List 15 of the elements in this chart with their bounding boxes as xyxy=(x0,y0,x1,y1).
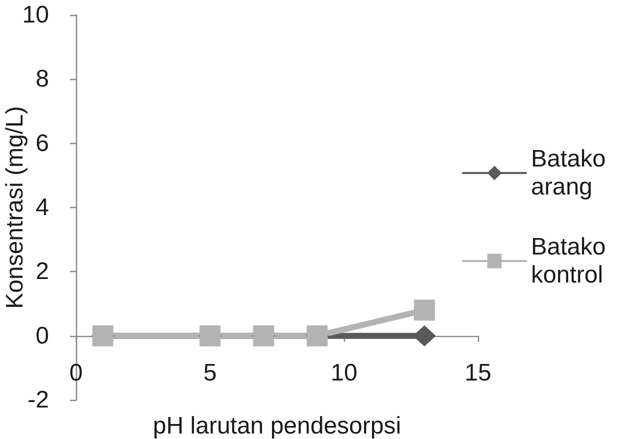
y-tick-label: 2 xyxy=(36,258,49,286)
x-axis-title: pH larutan pendesorpsi xyxy=(152,412,402,439)
y-axis-title: Konsentrasi (mg/L) xyxy=(2,106,28,309)
x-tick-label: 15 xyxy=(464,359,492,386)
x-tick-label: 0 xyxy=(69,359,83,386)
y-tick-label: 6 xyxy=(36,130,49,157)
y-tick-label: 8 xyxy=(36,66,49,93)
y-tick-label: 0 xyxy=(36,322,49,350)
y-tick-label: 4 xyxy=(36,194,49,221)
legend-label: Batako arang xyxy=(531,146,612,200)
y-tick-label: -2 xyxy=(28,386,49,414)
legend-label: Batako kontrol xyxy=(531,234,612,288)
x-tick-label: 5 xyxy=(203,359,217,386)
x-tick-label: 10 xyxy=(330,359,358,386)
y-tick-label: 10 xyxy=(22,2,49,28)
